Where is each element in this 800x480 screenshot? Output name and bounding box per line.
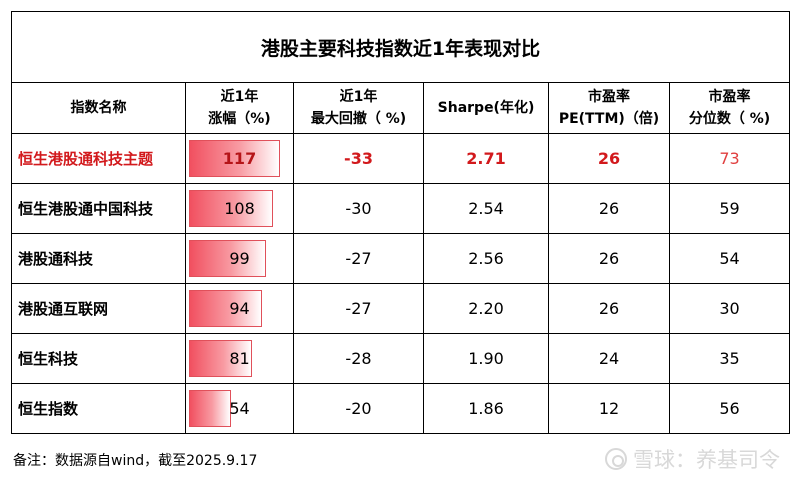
pe-cell: 26 <box>548 233 670 284</box>
pe-percentile-cell: 30 <box>668 283 791 334</box>
drawdown-cell: -30 <box>293 183 424 234</box>
gain-bar <box>189 290 262 327</box>
gain-bar <box>189 390 231 427</box>
gain-value: 108 <box>224 199 255 218</box>
pe-cell: 26 <box>548 183 670 234</box>
gain-cell: 81 <box>185 333 294 384</box>
sharpe-cell: 2.20 <box>423 283 549 334</box>
gain-cell: 108 <box>185 183 294 234</box>
gain-cell: 54 <box>185 383 294 434</box>
pe-cell: 12 <box>548 383 670 434</box>
pe-cell: 24 <box>548 333 670 384</box>
pe-percentile-cell: 56 <box>668 383 791 434</box>
comparison-table: 港股主要科技指数近1年表现对比 指数名称 近1年 涨幅（%) 近1年 最大回撤（ %… <box>10 11 791 434</box>
gain-cell: 117 <box>185 133 294 184</box>
table-row: 恒生指数 54 -20 1.86 12 56 <box>11 383 791 434</box>
gain-value: 54 <box>229 399 250 418</box>
sharpe-cell: 2.71 <box>423 133 549 184</box>
sharpe-cell: 1.90 <box>423 333 549 384</box>
header-drawdown: 近1年 最大回撤（ %) <box>293 82 424 134</box>
gain-cell: 99 <box>185 233 294 284</box>
pe-percentile-cell: 54 <box>668 233 791 284</box>
index-name-cell: 恒生指数 <box>11 383 186 434</box>
index-name-cell: 港股通互联网 <box>11 283 186 334</box>
watermark-text: 雪球：养基司令 <box>633 448 780 472</box>
pe-percentile-cell: 73 <box>668 133 791 184</box>
index-name-cell: 港股通科技 <box>11 233 186 284</box>
xueqiu-logo-icon <box>605 448 627 470</box>
gain-value: 94 <box>229 299 250 318</box>
gain-bar <box>189 190 273 227</box>
sharpe-cell: 2.54 <box>423 183 549 234</box>
header-gain: 近1年 涨幅（%) <box>185 82 294 134</box>
pe-cell: 26 <box>548 283 670 334</box>
drawdown-cell: -20 <box>293 383 424 434</box>
pe-cell: 26 <box>548 133 670 184</box>
gain-value: 99 <box>229 249 250 268</box>
table-row: 恒生港股通科技主题 117 -33 2.71 26 73 <box>11 133 791 184</box>
drawdown-cell: -27 <box>293 283 424 334</box>
table-row: 恒生科技 81 -28 1.90 24 35 <box>11 333 791 384</box>
gain-value: 117 <box>222 149 257 168</box>
drawdown-cell: -28 <box>293 333 424 384</box>
pe-percentile-cell: 59 <box>668 183 791 234</box>
header-pe: 市盈率 PE(TTM)（倍) <box>548 82 670 134</box>
gain-bar <box>189 240 266 277</box>
gain-value: 81 <box>229 349 250 368</box>
table-row: 港股通互联网 94 -27 2.20 26 30 <box>11 283 791 334</box>
index-name-cell: 恒生港股通中国科技 <box>11 183 186 234</box>
sharpe-cell: 2.56 <box>423 233 549 284</box>
table-row: 恒生港股通中国科技 108 -30 2.54 26 59 <box>11 183 791 234</box>
table-row: 港股通科技 99 -27 2.56 26 54 <box>11 233 791 284</box>
header-pe-percentile: 市盈率 分位数（ %) <box>668 82 791 134</box>
pe-percentile-cell: 35 <box>668 333 791 384</box>
drawdown-cell: -27 <box>293 233 424 284</box>
index-name-cell: 恒生科技 <box>11 333 186 384</box>
gain-cell: 94 <box>185 283 294 334</box>
index-name-cell: 恒生港股通科技主题 <box>11 133 186 184</box>
drawdown-cell: -33 <box>293 133 424 184</box>
gain-bar <box>189 140 280 177</box>
table-title: 港股主要科技指数近1年表现对比 <box>10 11 791 83</box>
header-sharpe: Sharpe(年化) <box>423 82 549 134</box>
watermark: 雪球：养基司令 <box>605 444 780 474</box>
header-index-name: 指数名称 <box>11 82 186 134</box>
sharpe-cell: 1.86 <box>423 383 549 434</box>
gain-bar <box>189 340 252 377</box>
footnote: 备注：数据源自wind，截至2025.9.17 <box>13 453 258 469</box>
